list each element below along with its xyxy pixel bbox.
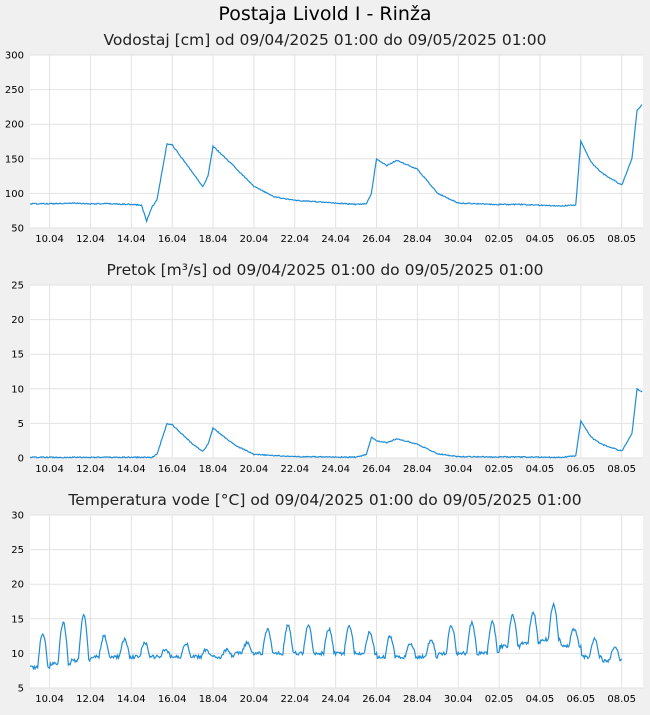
y-tick-label: 30 [11,511,24,522]
y-tick-label: 50 [11,224,24,235]
x-tick-label-30-04: 30.04 [444,464,473,475]
x-tick-label-06-05: 06.05 [567,234,596,245]
y-tick-label: 25 [11,281,24,292]
x-tick-label-08-05: 08.05 [607,694,636,705]
x-tick-label-08-05: 08.05 [607,234,636,245]
y-tick-label: 300 [5,51,24,62]
x-tick-label-22-04: 22.04 [280,694,309,705]
discharge-chart: Pretok [m³/s] od 09/04/2025 01:00 do 09/… [11,261,643,475]
water-level-chart: Vodostaj [cm] od 09/04/2025 01:00 do 09/… [5,31,643,245]
x-tick-label-14-04: 14.04 [117,694,146,705]
y-tick-label: 200 [5,120,24,131]
page-title: Postaja Livold I - Rinža [218,3,432,25]
chart-title: Vodostaj [cm] od 09/04/2025 01:00 do 09/… [103,31,546,49]
x-tick-label-06-05: 06.05 [567,464,596,475]
x-tick-label-30-04: 30.04 [444,234,473,245]
x-tick-label-08-05: 08.05 [607,464,636,475]
x-tick-label-02-05: 02.05 [485,234,514,245]
x-tick-label-12-04: 12.04 [76,694,105,705]
x-tick-label-16-04: 16.04 [158,694,187,705]
y-tick-label: 100 [5,189,24,200]
y-tick-label: 250 [5,85,24,96]
x-tick-label-20-04: 20.04 [240,694,269,705]
x-tick-label-30-04: 30.04 [444,694,473,705]
x-tick-label-18-04: 18.04 [199,234,228,245]
x-tick-label-02-05: 02.05 [485,694,514,705]
x-tick-label-26-04: 26.04 [362,464,391,475]
plot-area [30,285,643,458]
x-tick-label-10-04: 10.04 [35,694,64,705]
x-tick-label-20-04: 20.04 [240,234,269,245]
water-temperature-chart: Temperatura vode [°C] od 09/04/2025 01:0… [11,491,643,705]
y-tick-label: 10 [11,384,24,395]
x-tick-label-28-04: 28.04 [403,464,432,475]
x-tick-label-26-04: 26.04 [362,234,391,245]
chart-title: Pretok [m³/s] od 09/04/2025 01:00 do 09/… [106,261,543,279]
x-tick-label-06-05: 06.05 [567,694,596,705]
x-tick-label-18-04: 18.04 [199,464,228,475]
y-tick-label: 150 [5,154,24,165]
y-tick-label: 0 [18,454,24,465]
x-tick-label-20-04: 20.04 [240,464,269,475]
x-tick-label-10-04: 10.04 [35,234,64,245]
y-tick-label: 15 [11,614,24,625]
x-tick-label-12-04: 12.04 [76,234,105,245]
y-tick-label: 20 [11,315,24,326]
x-tick-label-24-04: 24.04 [321,464,350,475]
x-tick-label-22-04: 22.04 [280,464,309,475]
x-tick-label-26-04: 26.04 [362,694,391,705]
x-tick-label-14-04: 14.04 [117,464,146,475]
data-series-line [29,104,643,224]
x-tick-label-24-04: 24.04 [321,694,350,705]
x-tick-label-14-04: 14.04 [117,234,146,245]
y-tick-label: 20 [11,580,24,591]
y-tick-label: 5 [18,684,24,695]
x-tick-label-12-04: 12.04 [76,464,105,475]
plot-area [30,515,643,688]
x-tick-label-02-05: 02.05 [485,464,514,475]
y-tick-label: 5 [18,419,24,430]
x-tick-label-04-05: 04.05 [526,464,555,475]
x-tick-label-16-04: 16.04 [158,464,187,475]
chart-title: Temperatura vode [°C] od 09/04/2025 01:0… [67,491,581,509]
x-tick-label-28-04: 28.04 [403,234,432,245]
x-tick-label-24-04: 24.04 [321,234,350,245]
x-tick-label-16-04: 16.04 [158,234,187,245]
x-tick-label-18-04: 18.04 [199,694,228,705]
y-tick-label: 15 [11,350,24,361]
data-series-line [29,601,623,671]
x-tick-label-04-05: 04.05 [526,234,555,245]
y-tick-label: 10 [11,649,24,660]
x-tick-label-10-04: 10.04 [35,464,64,475]
plot-area [30,55,643,228]
y-tick-label: 25 [11,545,24,556]
x-tick-label-28-04: 28.04 [403,694,432,705]
x-tick-label-04-05: 04.05 [526,694,555,705]
data-series-line [29,387,643,459]
x-tick-label-22-04: 22.04 [280,234,309,245]
